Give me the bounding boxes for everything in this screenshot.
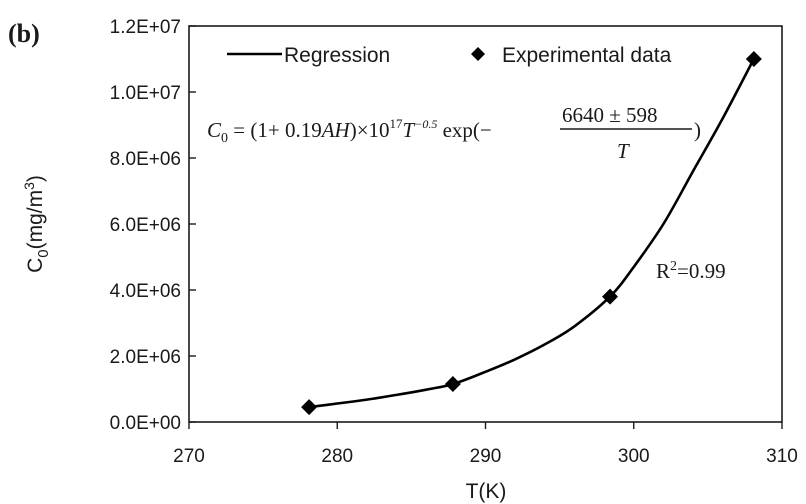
- experimental-points: [301, 51, 762, 416]
- x-tick-label: 270: [173, 446, 205, 467]
- y-tick-label: 4.0E+06: [110, 281, 181, 302]
- x-tick-label: 300: [618, 446, 650, 467]
- eq-numerator: 6640 ± 598: [562, 103, 658, 127]
- x-tick-label: 290: [470, 446, 502, 467]
- eq-expfn: exp(−: [437, 118, 491, 142]
- eq-exp17: 17: [390, 116, 404, 131]
- r2-rest: =0.99: [677, 259, 726, 283]
- eq-T: T: [403, 118, 416, 142]
- eq-close: ): [694, 118, 701, 142]
- y-tick-label: 8.0E+06: [110, 149, 181, 170]
- eq-denominator: T: [617, 139, 630, 163]
- x-tick-label: 310: [766, 446, 798, 467]
- equation-annotation: C0 = (1+ 0.19AH)×1017T−0.5 exp(− 6640 ± …: [207, 103, 701, 163]
- eq-exp-m05: −0.5: [414, 117, 437, 131]
- experimental-point: [745, 51, 762, 67]
- experimental-point: [301, 399, 318, 416]
- plot-area: [188, 25, 783, 423]
- regression-line: [308, 58, 755, 409]
- eq-times: )×10: [350, 118, 390, 142]
- y-title-units: (mg/m: [24, 190, 47, 250]
- legend-label-experimental: Experimental data: [502, 44, 672, 67]
- panel-label: (b): [8, 19, 40, 48]
- y-title-close: ): [24, 175, 47, 182]
- x-axis-ticks: 270 280 290 300 310: [173, 422, 798, 467]
- y-tick-label: 1.2E+07: [110, 17, 181, 38]
- x-axis-title: T(K): [466, 480, 507, 503]
- y-tick-label: 6.0E+06: [110, 215, 181, 236]
- legend-label-regression: Regression: [284, 44, 390, 67]
- eq-lhs: C: [207, 118, 222, 142]
- y-title-sup: 3: [21, 182, 37, 190]
- svg-text:C0 = (1+ 0.19AH)×1017T−0.5 exp: C0 = (1+ 0.19AH)×1017T−0.5 exp(−: [207, 116, 492, 146]
- y-axis-title: C0(mg/m3): [21, 175, 52, 273]
- r2-base: R: [656, 259, 670, 283]
- x-tick-label: 280: [321, 446, 353, 467]
- legend-diamond-swatch: [471, 47, 485, 61]
- legend: Regression Experimental data: [227, 44, 672, 67]
- experimental-point: [602, 288, 619, 305]
- r2-annotation: R2=0.99: [656, 259, 726, 283]
- y-title-sub: 0: [35, 249, 52, 257]
- y-tick-label: 2.0E+06: [110, 347, 181, 368]
- y-axis-ticks: 0.0E+00 2.0E+06 4.0E+06 6.0E+06 8.0E+06 1.0E+…: [110, 17, 196, 434]
- y-title-base: C: [24, 258, 47, 273]
- eq-ah: AH: [320, 118, 352, 142]
- y-tick-label: 1.0E+07: [110, 83, 181, 104]
- experimental-point: [444, 376, 461, 393]
- y-tick-label: 0.0E+00: [110, 413, 181, 434]
- r2-sup: 2: [670, 259, 677, 274]
- eq-lhs-sub: 0: [221, 131, 228, 146]
- eq-part1: = (1+ 0.19: [228, 118, 322, 142]
